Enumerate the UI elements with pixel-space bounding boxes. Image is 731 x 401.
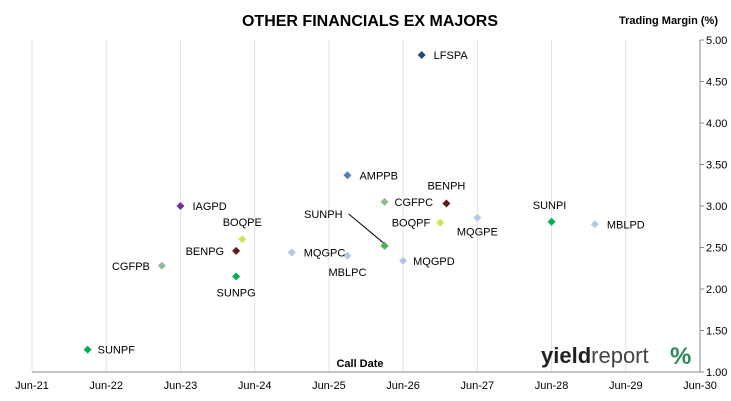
point-label-sunpi: SUNPI <box>533 200 567 212</box>
point-label-mqgpc: MQGPC <box>304 247 346 259</box>
point-label-cgfpc: CGFPC <box>395 197 434 209</box>
point-cgfpc <box>380 197 389 206</box>
leader-lines <box>348 213 385 245</box>
y-tick-labels: 1.00 1.50 2.00 2.50 3.00 3.50 4.00 4.50 5.00 <box>700 35 727 379</box>
point-cgfpb <box>157 261 166 270</box>
point-mqgpd <box>399 256 408 265</box>
point-mqgpc <box>287 248 296 257</box>
x-gridlines <box>31 40 701 372</box>
yieldreport-logo: yieldreport % <box>541 343 691 370</box>
point-label-lfspa: LFSPA <box>434 50 469 62</box>
point-sunpi <box>547 217 556 226</box>
point-label-benpg: BENPG <box>186 246 225 258</box>
y-axis-title: Trading Margin (%) <box>619 15 718 27</box>
y-tick-label: 2.00 <box>706 284 727 296</box>
logo-percent-icon: % <box>670 343 691 370</box>
point-label-boqpf: BOQPF <box>392 218 431 230</box>
point-label-mblpc: MBLPC <box>328 267 366 279</box>
point-iagpd <box>176 202 185 210</box>
x-tick-labels: Jun-21 Jun-22 Jun-23 Jun-24 Jun-25 Jun-26 Jun-… <box>15 380 717 392</box>
point-sunph <box>380 241 389 250</box>
x-tick-label: Jun-22 <box>89 380 123 392</box>
x-tick-label: Jun-25 <box>312 380 346 392</box>
point-label-sunpg: SUNPG <box>217 288 256 300</box>
x-tick-label: Jun-23 <box>164 380 198 392</box>
y-tick-label: 5.00 <box>706 35 727 47</box>
x-axis-title: Call Date <box>336 358 383 370</box>
point-sunpg <box>232 272 241 281</box>
y-tick-label: 2.50 <box>706 243 727 255</box>
point-label-amppb: AMPPB <box>359 170 398 182</box>
chart-title: OTHER FINANCIALS EX MAJORS <box>242 13 498 30</box>
point-benpg <box>232 246 241 255</box>
logo-text-bold: yield <box>541 343 591 368</box>
point-label-mqgpe: MQGPE <box>457 227 498 239</box>
y-tick-label: 4.50 <box>706 77 727 89</box>
x-tick-label: Jun-29 <box>609 380 643 392</box>
leader-line-sunph <box>348 213 385 245</box>
point-label-cgfpb: CGFPB <box>112 261 150 273</box>
y-tick-label: 1.00 <box>706 367 727 379</box>
y-tick-label: 4.00 <box>706 118 727 130</box>
logo-text-light: report <box>591 343 648 368</box>
point-mqgpe <box>473 213 482 222</box>
point-mblpd <box>590 220 599 229</box>
point-amppb <box>343 171 352 180</box>
point-boqpf <box>436 218 445 227</box>
point-label-mqgpd: MQGPD <box>413 256 455 268</box>
data-points <box>83 50 599 354</box>
x-tick-label: Jun-24 <box>238 380 272 392</box>
point-lfspa <box>417 50 426 59</box>
y-tick-label: 3.00 <box>706 201 727 213</box>
point-label-sunpf: SUNPF <box>98 345 136 357</box>
point-mblpc <box>343 251 352 260</box>
point-label-benph: BENPH <box>427 181 465 193</box>
point-label-iagpd: IAGPD <box>192 201 226 213</box>
y-tick-label: 1.50 <box>706 326 727 338</box>
x-tick-label: Jun-28 <box>535 380 569 392</box>
x-tick-label: Jun-27 <box>461 380 495 392</box>
point-label-boqpe: BOQPE <box>223 217 262 229</box>
point-boqpe <box>238 235 247 244</box>
y-tick-label: 3.50 <box>706 160 727 172</box>
x-tick-label: Jun-26 <box>386 380 420 392</box>
point-benph <box>442 199 451 208</box>
point-sunpf <box>83 345 92 354</box>
point-labels: LFSPA AMPPB BENPH CGFPC IAGPD SUNPI MBLPD MQGPE… <box>98 50 645 357</box>
svg-text:yieldreport: yieldreport <box>541 343 649 368</box>
x-tick-label: Jun-21 <box>15 380 49 392</box>
point-label-mblpd: MBLPD <box>607 219 645 231</box>
point-label-sunph: SUNPH <box>304 209 343 221</box>
x-tick-label: Jun-30 <box>683 380 717 392</box>
